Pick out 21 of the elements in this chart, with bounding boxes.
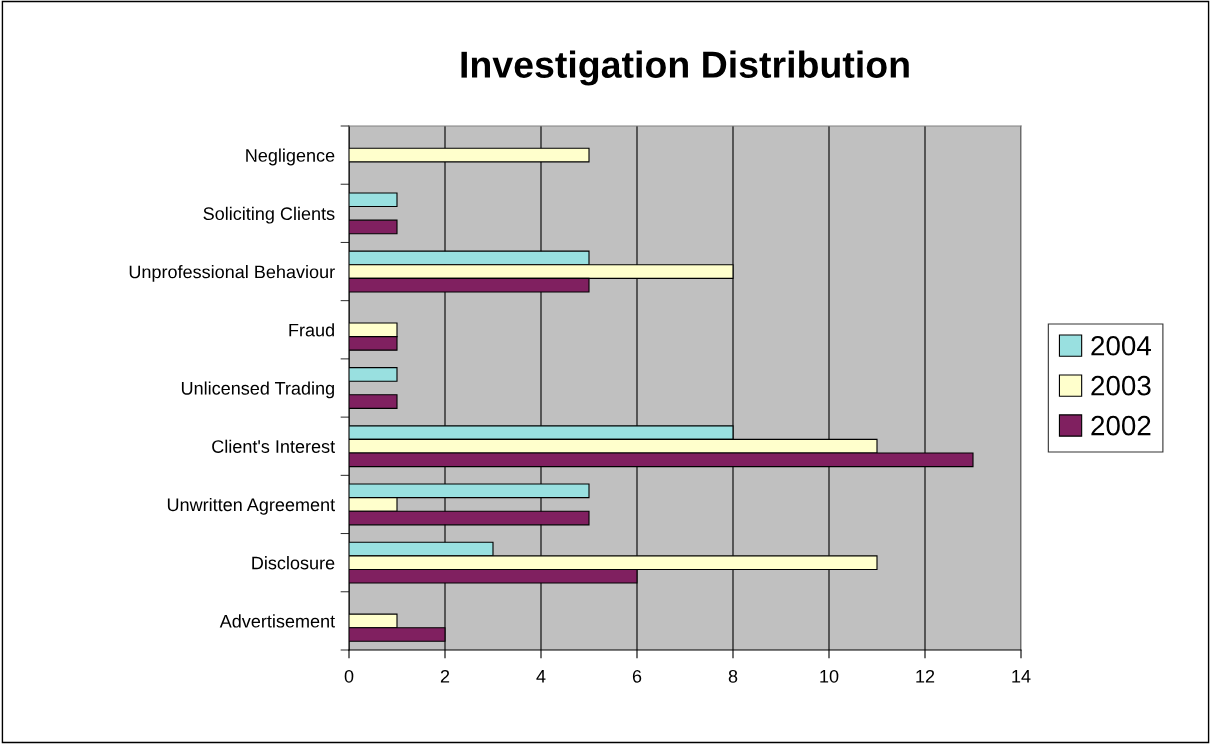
x-tick-label: 10 <box>820 669 839 683</box>
x-tick-label: 2 <box>440 669 450 683</box>
y-tick-label: Unprofessional Behaviour <box>129 265 335 282</box>
x-tick-label: 14 <box>1012 670 1031 683</box>
y-tick-label: Client's Interest <box>212 439 335 453</box>
y-tick-label: Unwritten Agreement <box>167 497 335 515</box>
x-tick-label: 0 <box>344 669 354 683</box>
legend-label: 2004 <box>1091 335 1151 356</box>
legend-label: 2002 <box>1091 415 1151 436</box>
y-tick-label: Negligence <box>246 148 335 166</box>
y-tick-label: Soliciting Clients <box>203 206 335 224</box>
chart-title: Investigation Distribution <box>461 50 909 86</box>
x-tick-label: 12 <box>916 669 935 683</box>
y-tick-label: Disclosure <box>252 556 335 570</box>
y-tick-label: Fraud <box>289 323 334 337</box>
y-tick-label: Advertisement <box>219 614 335 628</box>
legend-label: 2003 <box>1091 375 1151 396</box>
x-tick-label: 6 <box>632 669 642 683</box>
y-tick-label: Unlicensed Trading <box>181 381 334 399</box>
x-tick-label: 4 <box>536 670 546 683</box>
x-tick-label: 8 <box>728 669 738 683</box>
